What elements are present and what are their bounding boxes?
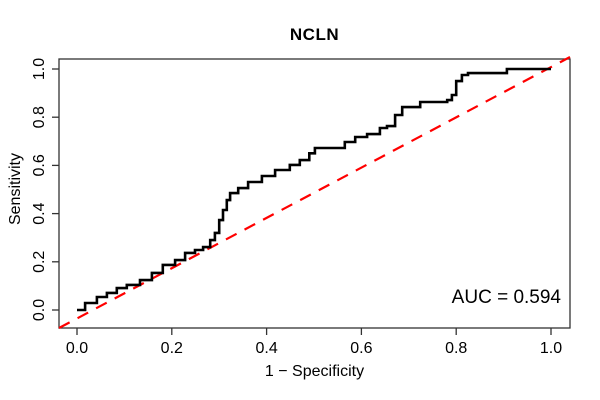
x-tick-label: 0.4: [255, 340, 277, 357]
x-tick-label: 1.0: [540, 340, 562, 357]
chart-title: NCLN: [289, 25, 340, 44]
y-tick-label: 0.4: [31, 202, 48, 224]
roc-curve-path: [77, 67, 551, 312]
auc-annotation: AUC = 0.594: [451, 287, 561, 308]
y-tick-label: 1.0: [31, 58, 48, 80]
plot-border: [58, 58, 571, 329]
y-tick-label: 0.0: [31, 299, 48, 321]
x-tick-label: 0.2: [161, 340, 183, 357]
y-axis-title: Sensitivity: [7, 152, 24, 226]
y-tick-label: 0.2: [31, 251, 48, 273]
x-tick-label: 0.6: [350, 340, 372, 357]
y-tick-label: 0.8: [31, 106, 48, 128]
x-tick-label: 0.0: [66, 340, 88, 357]
x-axis-title: 1 − Specificity: [264, 363, 365, 380]
x-tick-label: 0.8: [445, 340, 467, 357]
y-tick-label: 0.6: [31, 154, 48, 176]
